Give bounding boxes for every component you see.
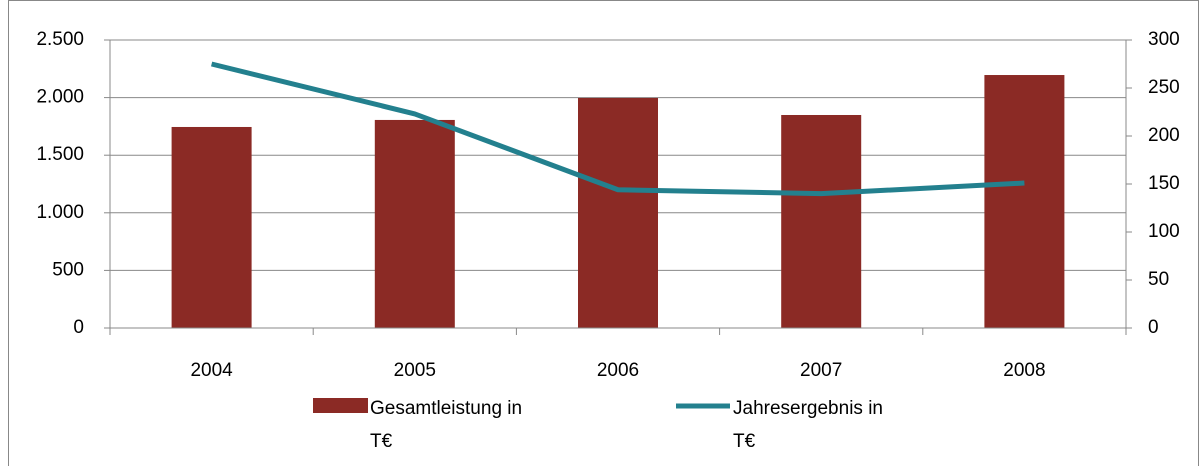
x-tick-label: 2005: [394, 360, 436, 381]
bar: [374, 119, 455, 329]
x-tick-label: 2008: [1003, 360, 1045, 381]
y2-tick-label: 0: [1148, 317, 1159, 338]
y-tick-label: 500: [52, 259, 84, 280]
legend-swatch: [313, 398, 368, 413]
bar: [171, 126, 252, 328]
legend-label: Jahresergebnis in T€: [733, 398, 883, 452]
y2-tick-label: 200: [1148, 125, 1180, 146]
legend-label: Gesamtleistung in T€: [370, 398, 523, 452]
y2-tick-label: 300: [1148, 29, 1180, 50]
y-tick-label: 2.500: [36, 29, 84, 50]
y-tick-label: 2.000: [36, 87, 84, 108]
y-tick-label: 1.500: [36, 144, 84, 165]
y2-tick-label: 100: [1148, 221, 1180, 242]
x-tick-label: 2007: [800, 360, 842, 381]
bar: [984, 75, 1065, 328]
x-tick-label: 2006: [597, 360, 639, 381]
y2-tick-label: 250: [1148, 77, 1180, 98]
x-tick-label: 2004: [190, 360, 233, 381]
chart-border: [8, 0, 1199, 466]
y-tick-label: 1.000: [36, 202, 84, 223]
bar: [578, 97, 658, 328]
line: [211, 61, 1025, 197]
bar: [781, 114, 862, 328]
y-tick-label: 0: [73, 317, 84, 338]
y2-tick-label: 50: [1148, 269, 1169, 290]
y2-tick-label: 150: [1148, 173, 1180, 194]
